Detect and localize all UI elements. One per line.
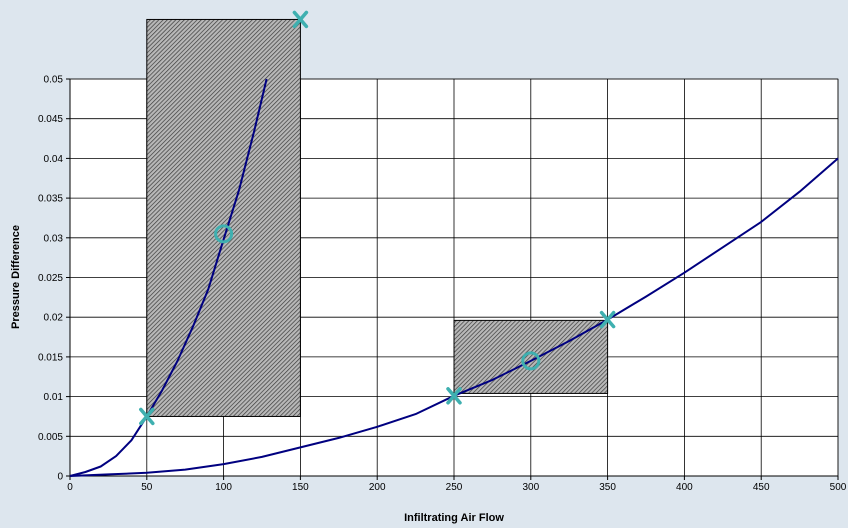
x-tick-label: 0 <box>67 482 73 493</box>
x-marker-stroke <box>599 310 616 329</box>
x-tick-label: 450 <box>753 482 770 493</box>
x-marker <box>292 10 309 29</box>
x-tick-label: 50 <box>141 482 153 493</box>
y-tick-label: 0.05 <box>44 75 64 86</box>
y-tick-label: 0.025 <box>38 273 63 284</box>
y-tick-label: 0.005 <box>38 432 63 443</box>
x-marker-stroke <box>292 10 309 29</box>
y-tick-label: 0.03 <box>44 233 64 244</box>
o-marker <box>521 351 541 371</box>
x-marker-stroke <box>446 387 462 405</box>
y-tick-labels: 0 0.005 0.01 0.015 0.02 0.025 0.03 0.035 0.04 0.0… <box>38 75 63 483</box>
y-tick-label: 0.035 <box>38 194 63 205</box>
shaded-region <box>453 319 609 394</box>
y-tick-label: 0.01 <box>44 392 64 403</box>
shaded-region <box>146 18 301 417</box>
x-tick-label: 300 <box>522 482 539 493</box>
y-axis-title: Pressure Difference <box>10 225 22 329</box>
y-tick-label: 0.02 <box>44 313 64 324</box>
y-tick-label: 0.045 <box>38 114 63 125</box>
x-tick-label: 500 <box>830 482 847 493</box>
x-tick-label: 400 <box>676 482 693 493</box>
o-marker <box>214 224 234 244</box>
shaded-regions <box>146 18 609 417</box>
x-axis-title: Infiltrating Air Flow <box>404 512 504 524</box>
series-line <box>69 78 268 477</box>
x-tick-label: 200 <box>369 482 386 493</box>
markers <box>139 10 616 426</box>
x-tick-label: 150 <box>292 482 309 493</box>
x-tick-label: 100 <box>215 482 232 493</box>
x-tick-labels: 0 50 100 150 200 250 300 350 400 450 500 <box>67 482 847 493</box>
x-marker <box>599 310 616 329</box>
y-tick-label: 0 <box>57 472 63 483</box>
y-tick-label: 0.04 <box>44 154 64 165</box>
x-marker <box>139 407 155 426</box>
x-tick-label: 350 <box>599 482 616 493</box>
x-tick-label: 250 <box>446 482 463 493</box>
x-marker-stroke <box>139 407 155 426</box>
x-marker <box>446 387 462 405</box>
y-tick-label: 0.015 <box>38 352 63 363</box>
